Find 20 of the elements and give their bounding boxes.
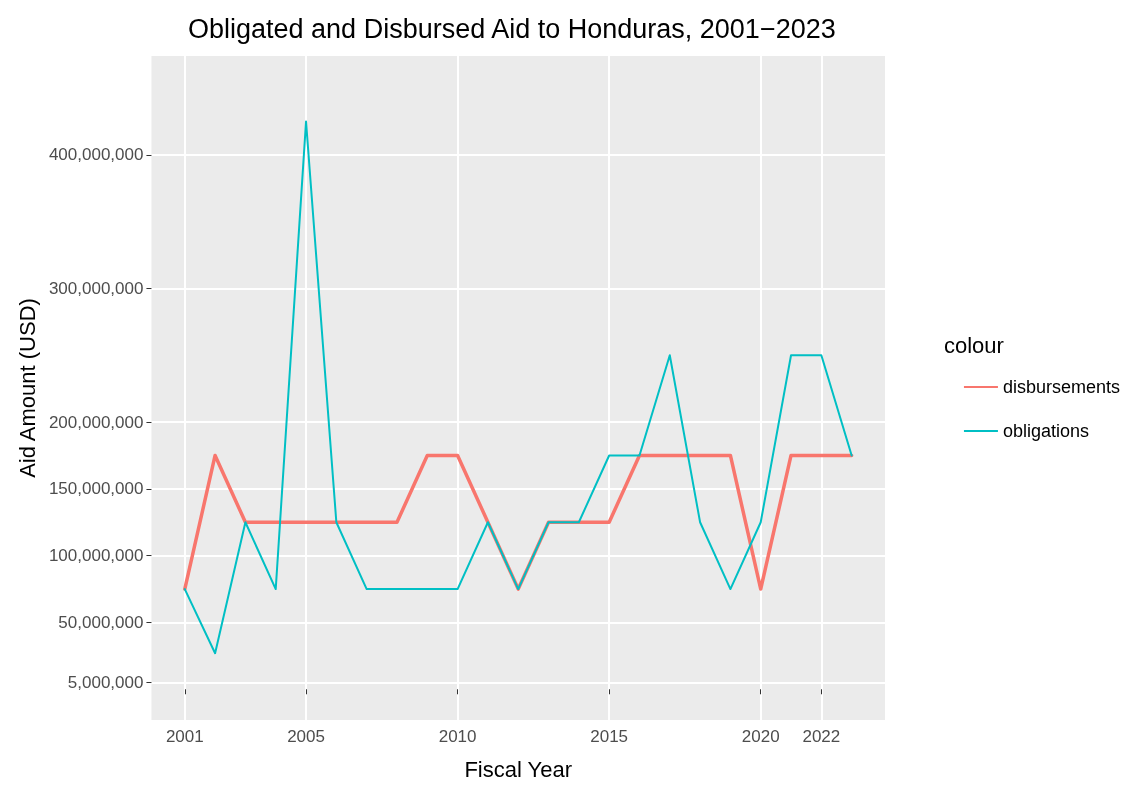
- y-tick-label: 400,000,000: [48, 145, 144, 165]
- y-tick-label: 300,000,000: [48, 278, 144, 298]
- legend-title: colour: [944, 332, 1004, 358]
- x-tick-label: 2010: [438, 727, 477, 746]
- legend-label: obligations: [1002, 421, 1090, 441]
- y-tick-label: 50,000,000: [58, 612, 144, 632]
- y-axis-title: Aid Amount (USD): [14, 298, 40, 478]
- x-tick-label: 2022: [802, 727, 841, 746]
- x-tick-label: 2005: [287, 727, 325, 746]
- chart-title: Obligated and Disbursed Aid to Honduras, 2001−2023: [188, 13, 836, 44]
- legend-label: disbursements: [1002, 377, 1121, 397]
- x-tick-label: 2020: [741, 727, 780, 746]
- y-tick-label: 150,000,000: [48, 479, 144, 499]
- y-tick-label: 200,000,000: [48, 412, 144, 432]
- x-axis-title: Fiscal Year: [464, 756, 573, 782]
- x-tick-label: 2001: [165, 727, 204, 746]
- x-tick-label: 2015: [590, 727, 629, 746]
- y-tick-label: 5,000,000: [67, 673, 144, 693]
- line-series: [183, 120, 853, 655]
- y-tick-label: 100,000,000: [48, 546, 144, 566]
